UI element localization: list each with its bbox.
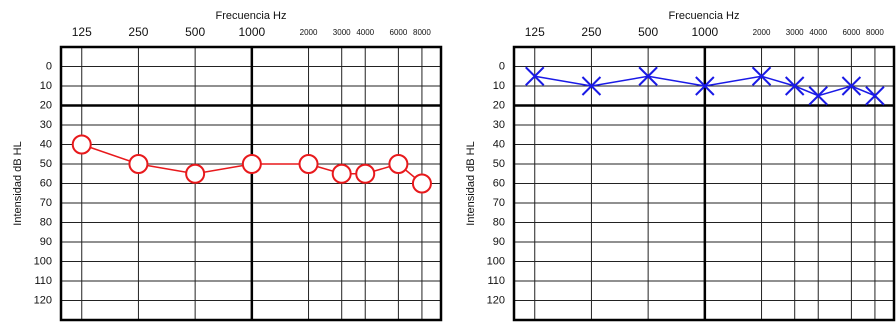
y-tick-label: 10 — [493, 80, 505, 92]
y-tick-label: 100 — [34, 255, 52, 267]
marker — [241, 154, 262, 174]
marker — [298, 154, 319, 174]
plot-frame — [59, 45, 443, 322]
x-axis-title: Frecuencia Hz — [216, 10, 287, 22]
marker — [841, 76, 862, 96]
y-tick-label: 20 — [40, 99, 52, 111]
y-tick-label: 120 — [34, 294, 52, 306]
y-tick-label: 60 — [493, 177, 505, 189]
y-tick-label: 10 — [40, 80, 52, 92]
x-tick-label: 6000 — [390, 28, 408, 37]
plot-frame — [512, 45, 896, 322]
y-tick-label: 80 — [493, 216, 505, 228]
audiogram: Frecuencia Hz Intensidad dB HL 0 10 20 30 40 50… — [12, 10, 443, 322]
marker — [784, 76, 805, 96]
marker — [525, 66, 545, 86]
y-tick-label: 120 — [487, 294, 505, 306]
y-tick-label: 50 — [493, 158, 505, 170]
x-tick-label: 125 — [525, 25, 545, 39]
y-tick-label: 70 — [493, 197, 505, 209]
marker — [865, 86, 885, 106]
y-tick-label: 100 — [487, 255, 505, 267]
x-tick-label: 3000 — [333, 28, 351, 37]
x-tick-label: 3000 — [786, 28, 804, 37]
marker — [411, 173, 432, 194]
marker — [581, 76, 602, 96]
y-tick-label: 80 — [40, 216, 52, 228]
y-tick-label: 60 — [40, 177, 52, 189]
y-tick-label: 90 — [493, 236, 505, 248]
marker — [808, 86, 828, 106]
y-tick-label: 40 — [40, 138, 52, 150]
marker — [185, 163, 206, 184]
x-tick-label: 1000 — [238, 25, 265, 39]
y-tick-label: 30 — [493, 119, 505, 131]
y-tick-label: 20 — [493, 99, 505, 111]
x-axis-title: Frecuencia Hz — [669, 10, 740, 22]
x-tick-label: 125 — [72, 25, 92, 39]
marker — [355, 163, 376, 184]
y-tick-label: 110 — [34, 275, 52, 287]
x-tick-label: 6000 — [843, 28, 861, 37]
x-tick-label: 1000 — [691, 25, 718, 39]
y-tick-label: 70 — [40, 197, 52, 209]
x-tick-label: 500 — [638, 25, 658, 39]
x-tick-label: 2000 — [300, 28, 318, 37]
x-tick-label: 2000 — [753, 28, 771, 37]
marker — [695, 76, 715, 96]
y-tick-label: 40 — [493, 138, 505, 150]
y-axis-title: Intensidad dB HL — [12, 141, 24, 225]
audiogram: Frecuencia Hz Intensidad dB HL 0 10 20 30 40 50… — [465, 10, 896, 322]
x-tick-label: 250 — [128, 25, 148, 39]
y-tick-label: 50 — [40, 158, 52, 170]
y-tick-label: 30 — [40, 119, 52, 131]
marker — [331, 163, 352, 184]
x-tick-label: 8000 — [413, 28, 431, 37]
x-tick-label: 8000 — [866, 28, 884, 37]
x-tick-label: 250 — [581, 25, 601, 39]
x-tick-label: 4000 — [356, 28, 374, 37]
marker — [128, 154, 149, 174]
y-tick-label: 90 — [40, 236, 52, 248]
marker — [71, 134, 92, 155]
y-tick-label: 0 — [499, 60, 505, 72]
x-tick-label: 4000 — [809, 28, 827, 37]
y-axis-title: Intensidad dB HL — [465, 141, 477, 225]
y-tick-label: 0 — [46, 60, 52, 72]
marker — [751, 66, 772, 86]
y-tick-label: 110 — [487, 275, 505, 287]
x-tick-label: 500 — [185, 25, 205, 39]
marker — [388, 154, 409, 174]
marker — [638, 66, 658, 86]
